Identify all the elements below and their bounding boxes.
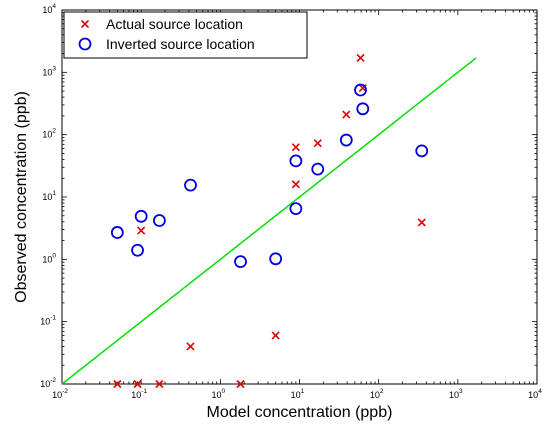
x-axis-title: Model concentration (ppb) <box>207 404 393 421</box>
legend-label-actual: Actual source location <box>106 16 243 32</box>
inverted-point-marker <box>289 154 303 168</box>
actual-point-marker <box>313 139 322 148</box>
actual-point-marker <box>291 180 300 189</box>
legend-marker <box>80 19 90 29</box>
actual-point-marker <box>186 342 195 351</box>
actual-point-marker <box>356 53 365 63</box>
axis-tick-labels: 10-2 10-1 100 101 102 103 104 10-2 10-1 100 101 102… <box>40 3 542 400</box>
inverted-point-marker <box>153 214 166 227</box>
axis-ticks <box>61 9 538 385</box>
y-tick-label: 102 <box>42 128 56 140</box>
legend-marker <box>78 37 92 51</box>
actual-point-marker <box>236 379 245 389</box>
legend-symbol-actual <box>80 19 90 29</box>
x-tick-label: 10-2 <box>52 388 68 400</box>
x-tick-label: 100 <box>212 388 226 400</box>
x-tick-label: 104 <box>528 388 542 400</box>
legend: Actual source location Inverted source l… <box>63 11 308 59</box>
y-tick-label: 100 <box>42 252 56 264</box>
reference-line <box>61 57 477 385</box>
x-tick-label: 101 <box>291 388 305 400</box>
inverted-point-marker <box>311 162 325 176</box>
inverted-point-marker <box>354 83 367 97</box>
y-tick-label: 10-2 <box>40 377 56 389</box>
inverted-point-marker <box>184 178 197 192</box>
inverted-point-marker <box>134 209 148 223</box>
legend-symbol-inverted <box>78 37 92 51</box>
x-tick-label: 10-1 <box>131 388 147 400</box>
actual-point-marker <box>113 379 122 389</box>
y-axis-title: Observed concentration (ppb) <box>13 91 30 303</box>
y-tick-label: 101 <box>42 190 56 202</box>
x-tick-label: 103 <box>449 388 463 400</box>
legend-box <box>63 11 308 59</box>
inverted-point-marker <box>289 202 303 216</box>
actual-point-marker <box>417 218 426 227</box>
data-marks <box>110 53 429 389</box>
actual-point-marker <box>342 110 351 119</box>
x-tick-label: 102 <box>370 388 384 400</box>
inverted-point-marker <box>269 252 283 266</box>
actual-point-marker <box>137 226 146 235</box>
y-tick-label: 10-1 <box>40 315 56 327</box>
inverted-point-marker <box>234 255 247 268</box>
inverted-point-marker <box>356 102 370 116</box>
inverted-point-marker <box>339 133 353 147</box>
y-tick-label: 104 <box>42 3 56 15</box>
inverted-point-marker <box>415 144 429 158</box>
actual-point-marker <box>271 331 280 340</box>
y-tick-label: 103 <box>42 65 56 77</box>
actual-point-marker <box>133 379 142 389</box>
inverted-point-marker <box>110 226 124 239</box>
inverted-point-marker <box>131 243 144 257</box>
actual-point-marker <box>291 143 300 152</box>
legend-label-inverted: Inverted source location <box>106 36 255 52</box>
actual-point-marker <box>155 379 164 389</box>
